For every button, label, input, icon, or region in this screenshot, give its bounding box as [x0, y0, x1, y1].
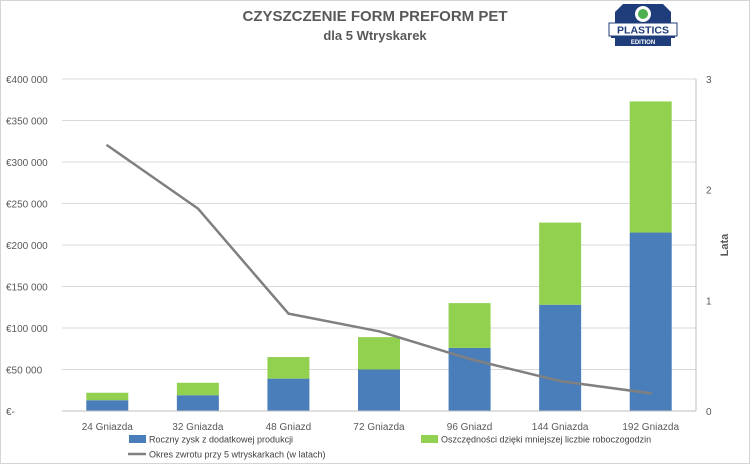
bar-series1-5: [539, 222, 582, 305]
y-right-axis-label: Lata: [719, 233, 731, 257]
bar-series1-0: [86, 392, 129, 401]
x-tick-label: 48 Gniazd: [266, 422, 312, 433]
chart-title: CZYSZCZENIE FORM PREFORM PET: [242, 8, 508, 25]
bar-series1-3: [358, 337, 400, 370]
x-tick-label: 96 Gniazd: [447, 422, 493, 433]
logo-text-edition: EDITION: [631, 40, 655, 46]
legend-label: Okres zwrotu przy 5 wtryskarkach (w lata…: [149, 450, 326, 460]
legend-label: Roczny zysk z dodatkowej produkcji: [149, 435, 293, 445]
y-left-tick-label: €400 000: [6, 75, 48, 86]
payback-point: [377, 330, 381, 333]
bar-series0-3: [358, 369, 400, 411]
x-tick-label: 32 Gniazda: [172, 422, 224, 433]
legend-label: Oszczędności dzięki mniejszej liczbie ro…: [441, 435, 651, 445]
bar-series0-2: [267, 378, 310, 411]
payback-point: [649, 392, 652, 395]
bar-series0-6: [629, 232, 672, 411]
payback-line-group: [106, 144, 652, 395]
bar-series1-1: [176, 382, 219, 396]
payback-point: [196, 207, 200, 210]
recycle-icon-inner: [638, 9, 648, 19]
legend: Roczny zysk z dodatkowej produkcji Oszczę…: [128, 435, 651, 460]
chart-subtitle: dla 5 Wtryskarek: [323, 28, 427, 43]
y-right-tick-label: 2: [706, 186, 712, 197]
bars: [86, 101, 672, 411]
payback-point: [287, 312, 290, 315]
y-left-tick-label: €50 000: [6, 366, 43, 377]
y-left-tick-label: €300 000: [6, 158, 48, 169]
logo-text-plastics: PLASTICS: [617, 25, 669, 37]
payback-point: [558, 379, 562, 383]
bar-series0-5: [539, 304, 582, 411]
bar-series0-1: [176, 395, 219, 411]
bar-series0-4: [448, 347, 491, 411]
x-tick-label: 192 Gniazda: [622, 422, 679, 433]
legend-swatch: [129, 435, 146, 443]
y-left-tick-label: €150 000: [6, 283, 48, 294]
y-left-tick-label: €-: [6, 407, 15, 418]
y-left-tick-label: €100 000: [6, 324, 48, 335]
y-left-tick-label: €250 000: [6, 200, 48, 211]
bar-series1-6: [629, 101, 672, 233]
logo-banner: [608, 22, 678, 37]
y-left-tick-label: €200 000: [6, 241, 48, 252]
plastics-edition-logo: PLASTICS EDITION: [608, 4, 678, 46]
grid-lines: [62, 78, 696, 370]
bar-series1-4: [448, 303, 491, 348]
x-tick-label: 24 Gniazda: [82, 422, 134, 433]
y-left-tick-label: €350 000: [6, 117, 48, 128]
y-right-tick-label: 0: [706, 407, 712, 418]
axes: €- €50 000 €100 000 €150 000 €200 000 €250 00…: [6, 75, 731, 433]
x-tick-label: 144 Gniazda: [532, 422, 589, 433]
y-right-tick-label: 1: [706, 296, 712, 307]
legend-swatch: [421, 435, 438, 443]
x-tick-label: 72 Gniazda: [353, 422, 405, 433]
bar-series1-2: [267, 357, 310, 379]
bar-series0-0: [86, 400, 129, 411]
y-right-tick-label: 3: [706, 75, 712, 86]
payback-point: [106, 144, 109, 147]
payback-point: [468, 357, 471, 361]
